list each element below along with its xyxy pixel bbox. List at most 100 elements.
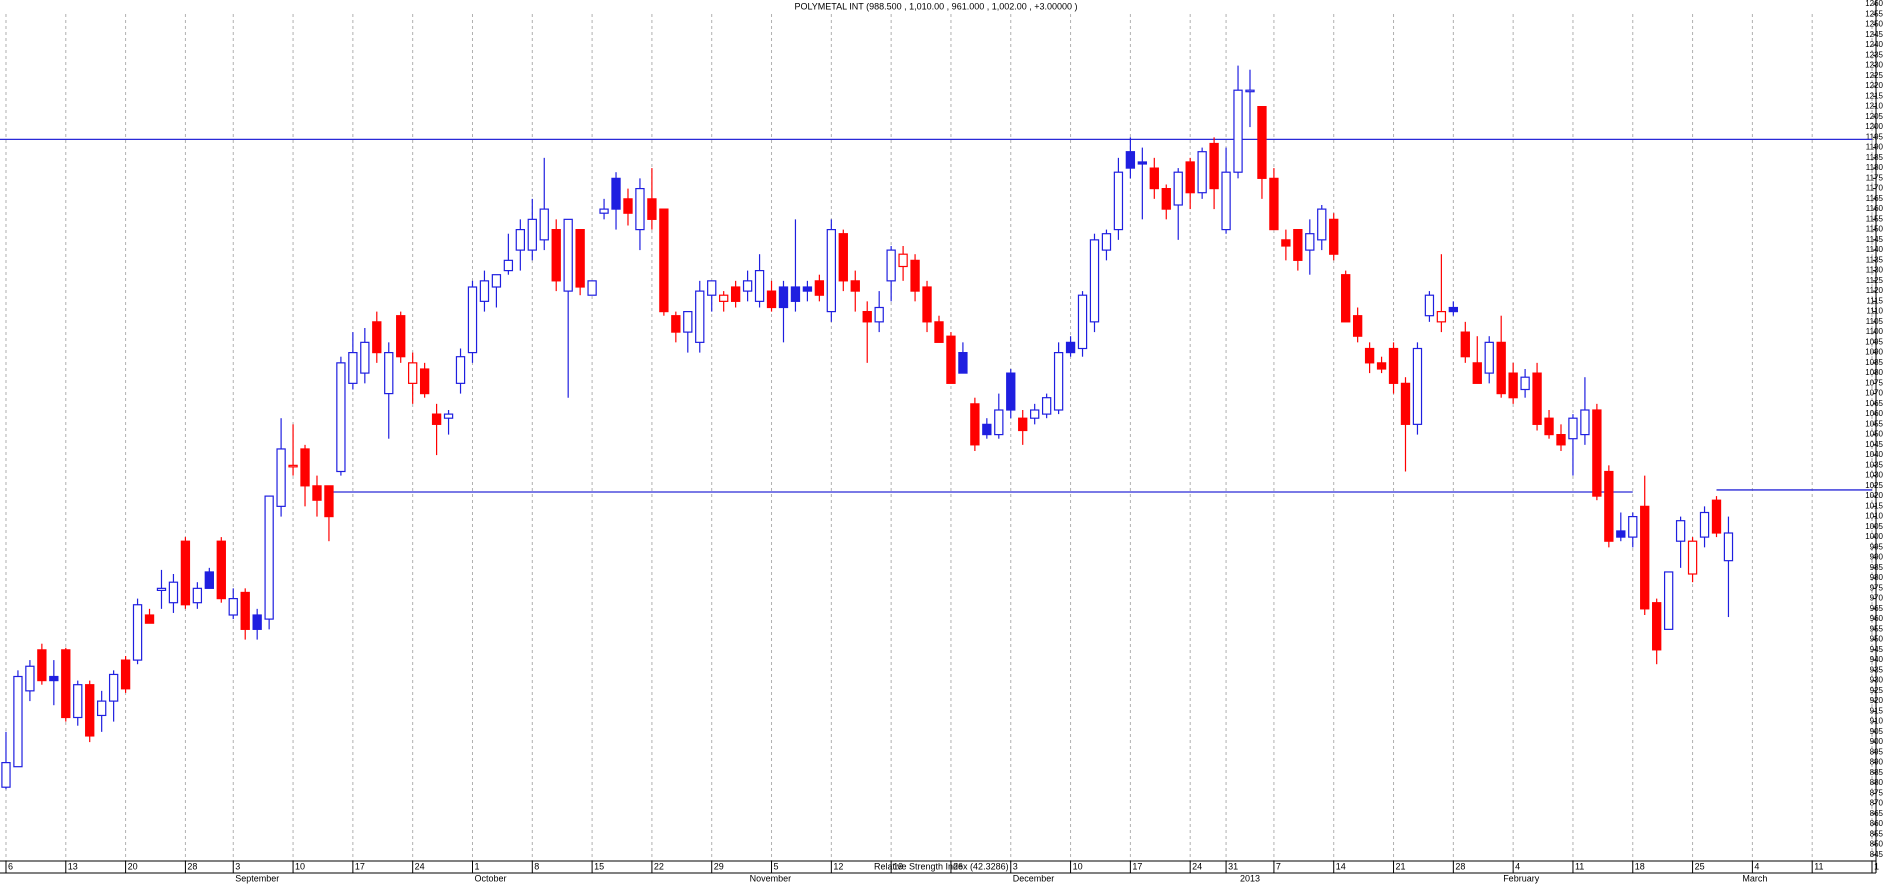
candle-body [1245,89,1255,93]
y-tick-label: 925 [1870,686,1883,695]
candle-body [1448,306,1459,313]
y-tick-label: 1075 [1865,378,1883,387]
y-tick-label: 1085 [1865,358,1883,367]
x-tick-label: 6 [8,861,13,871]
candle-body [1053,352,1064,411]
candle-body [25,665,35,692]
y-tick-label: 1155 [1866,214,1883,223]
x-tick-label: 31 [1228,861,1238,871]
y-tick-label: 1230 [1865,61,1883,70]
x-tick-label: 29 [714,861,724,871]
x-tick-label: 8 [534,861,539,871]
y-tick-label: 1015 [1865,501,1883,510]
candle-body [515,229,525,251]
x-tick-label: 28 [187,861,197,871]
y-tick-label: 1175 [1866,173,1883,182]
candle-body [1077,294,1088,350]
candle-body [563,218,573,292]
candle-body [1197,151,1207,194]
candle-body [730,286,741,302]
month-label: 2013 [1240,873,1260,883]
y-tick-label: 865 [1870,809,1883,818]
y-tick-label: 1235 [1865,50,1883,59]
chart-title: POLYMETAL INT (988.500 , 1,010.00 , 961.… [794,1,1077,11]
candle-body [647,198,657,220]
candle-body [838,233,848,282]
y-tick-label: 1245 [1865,30,1883,39]
candle-body [1221,171,1231,231]
candle-body [575,229,585,288]
y-tick-label: 860 [1870,819,1883,828]
candle-body [61,649,71,719]
y-tick-label: 930 [1870,676,1883,685]
candle-body [1257,105,1267,179]
y-tick-label: 855 [1870,829,1883,838]
candle-body [802,286,813,292]
candle-body [1329,218,1339,255]
y-tick-label: 960 [1870,614,1883,623]
candle-body [1460,331,1470,358]
candle-body [455,356,466,384]
candle-body [419,368,430,395]
candle-body [659,208,669,313]
y-tick-label: 985 [1870,563,1883,572]
candle-body [372,321,382,354]
x-tick-label: 22 [654,861,664,871]
candle-body [1532,372,1542,425]
candle-body [599,208,609,214]
candle-body [1520,376,1530,391]
candle-body [826,229,837,313]
candle-body [1269,177,1279,231]
candle-body [1496,341,1506,395]
candle-body [910,259,920,292]
candle-body [1364,347,1375,364]
x-tick-label: 28 [1455,861,1465,871]
candle-body [1436,311,1447,323]
y-tick-label: 1180 [1866,163,1883,172]
candle-body [1616,530,1626,538]
candle-body [431,413,442,425]
y-tick-label: 1070 [1865,389,1883,398]
y-tick-label: 1010 [1865,512,1883,521]
y-tick-label: 900 [1870,737,1883,746]
candle-body [1352,315,1363,337]
candle-body [73,684,83,719]
candle-body [85,684,95,737]
candle-body [1209,142,1219,190]
x-tick-label: 18 [1635,861,1645,871]
candle-body [180,540,191,606]
x-tick-label: 15 [594,861,604,871]
y-tick-label: 1120 [1866,286,1883,295]
x-tick-label: 17 [1132,861,1142,871]
candle-body [276,448,286,507]
x-tick-label: 14 [1336,861,1346,871]
candle-body [1,761,11,788]
y-tick-label: 1115 [1866,296,1883,305]
candle-body [1508,372,1518,399]
candle-body [695,290,705,343]
y-tick-label: 1150 [1866,225,1883,234]
candle-body [443,413,454,419]
y-tick-label: 1025 [1865,481,1883,490]
y-tick-label: 845 [1870,850,1883,859]
candle-body [742,280,753,292]
candle-body [49,675,59,682]
candle-body [778,286,789,309]
month-label: October [474,873,506,883]
candle-body [1305,233,1315,251]
candle-body [132,604,143,661]
y-tick-label: 885 [1870,768,1883,777]
x-tick-label: 1 [1874,861,1879,871]
candle-body [1089,239,1100,323]
y-tick-label: 995 [1870,542,1883,551]
candle-body [1723,532,1734,562]
x-tick-label: 1 [474,861,479,871]
candle-body [97,700,107,717]
x-tick-label: 3 [235,861,240,871]
y-tick-label: 1045 [1865,440,1883,449]
y-tick-label: 870 [1870,799,1883,808]
candle-body [264,495,274,620]
candle-body [1293,229,1303,261]
x-tick-label: 4 [1754,861,1759,871]
y-tick-label: 1100 [1866,327,1883,336]
